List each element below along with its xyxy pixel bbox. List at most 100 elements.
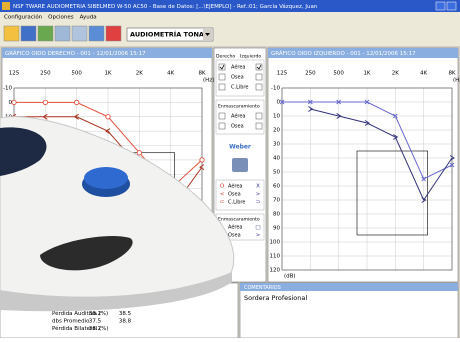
series-line <box>310 108 453 202</box>
results-cell: 38.2 <box>89 326 101 332</box>
maximize-button[interactable] <box>446 1 457 11</box>
point-marker <box>449 162 455 168</box>
point-marker <box>279 99 285 105</box>
point-marker <box>42 99 48 106</box>
x-tick-label: 1K <box>363 71 370 77</box>
point-marker <box>364 120 370 126</box>
checkbox[interactable] <box>255 73 263 81</box>
x-tick-label: 2K <box>136 71 143 77</box>
weber-icon[interactable] <box>232 158 248 172</box>
legend-label: Aérea <box>228 224 243 231</box>
column-header: Derecho <box>216 54 235 60</box>
y-tick-label: 100 <box>270 240 281 246</box>
y-unit: (dB) <box>284 274 296 280</box>
results-row-label: Pérdida Auditiva (%) <box>52 310 108 317</box>
checkbox[interactable] <box>255 83 263 91</box>
legend-label: C.Libre <box>228 200 245 206</box>
masking-label: Osea <box>231 124 244 130</box>
x-tick-label: 250 <box>305 71 316 77</box>
menu-item[interactable]: Ayuda <box>80 15 97 21</box>
point-marker <box>105 128 111 135</box>
checkbox[interactable] <box>218 122 226 130</box>
y-tick-label: 10 <box>273 114 280 120</box>
y-tick-label: 40 <box>273 156 280 162</box>
x-unit: (Hz) <box>203 78 214 84</box>
comments-title: COMENTARIOS <box>244 285 281 291</box>
app-icon <box>2 2 10 10</box>
device-edge <box>0 272 232 312</box>
plot-frame <box>281 87 453 271</box>
legend-symbol: < <box>220 192 225 198</box>
results-row-label: Pérdida Bilateral (%) <box>52 325 108 332</box>
track-label: Aérea <box>231 64 246 71</box>
legend-label: Osea <box>228 233 241 239</box>
y-tick-label: 0 <box>9 100 13 106</box>
x-tick-label: 250 <box>40 71 51 77</box>
point-marker <box>105 114 111 120</box>
menu-bar <box>0 12 460 22</box>
checkbox[interactable] <box>218 112 226 120</box>
device-slot <box>40 235 133 271</box>
point-marker <box>136 150 142 156</box>
point-marker <box>199 157 205 163</box>
tool-button[interactable] <box>54 25 71 42</box>
title-bar <box>0 0 460 12</box>
point-marker <box>392 113 398 119</box>
mode-value: AUDIOMETRÍA TONAL <box>130 30 208 39</box>
point-marker <box>421 176 427 182</box>
point-marker <box>199 164 205 171</box>
group-title: Enmascaramiento <box>218 104 260 110</box>
point-marker <box>74 99 80 106</box>
window-title: NSF TWARE AUDIOMETRIA SIBELMED W-50 AC50… <box>13 3 318 10</box>
checkbox[interactable] <box>218 63 226 71</box>
menu-item[interactable]: Opciones <box>48 15 74 21</box>
comments-panel <box>239 282 459 339</box>
legend-label: Aérea <box>228 183 243 190</box>
checkbox[interactable] <box>218 83 226 91</box>
point-marker <box>308 106 314 112</box>
results-cell: 37.5 <box>89 319 102 325</box>
weber-label: Weber <box>229 144 251 151</box>
y-tick-label: 30 <box>273 142 280 148</box>
y-tick-label: 70 <box>273 198 280 204</box>
mode-dropdown[interactable] <box>126 27 214 42</box>
menu-item[interactable]: Configuración <box>4 14 43 21</box>
tool-button[interactable] <box>71 25 88 42</box>
device-knob <box>84 167 128 189</box>
checkbox[interactable] <box>255 112 263 120</box>
track-label: Osea <box>231 75 244 81</box>
point-marker <box>364 99 370 105</box>
legend-symbol: O <box>220 184 225 190</box>
comments-text: Sordera Profesional <box>244 294 307 302</box>
point-marker <box>42 113 48 120</box>
point-marker <box>336 99 342 105</box>
x-tick-label: 8K <box>198 71 205 77</box>
check-mark <box>219 64 225 70</box>
minimize-button[interactable] <box>435 1 446 11</box>
x-tick-label: 125 <box>9 71 20 77</box>
speech-area <box>356 150 428 236</box>
legend-symbol: □ <box>255 225 260 231</box>
tool-button[interactable] <box>105 25 122 42</box>
device-screen <box>0 127 47 176</box>
y-tick-label: -10 <box>271 86 280 92</box>
tool-button[interactable] <box>20 25 37 42</box>
x-tick-label: 500 <box>333 71 344 77</box>
legend-symbol: ⊃ <box>256 200 261 206</box>
point-marker <box>449 155 455 161</box>
checkbox[interactable] <box>255 122 263 130</box>
tool-button[interactable] <box>37 25 54 42</box>
column-header: Izquierdo <box>240 54 261 60</box>
chart-title: GRÁFICO OIDO IZQUIERDO - 001 - 12/01/200… <box>271 50 416 57</box>
x-tick-label: 125 <box>277 71 288 77</box>
tool-button[interactable] <box>88 25 105 42</box>
checkbox[interactable] <box>218 73 226 81</box>
group-box <box>215 179 265 211</box>
tool-button[interactable] <box>3 25 20 42</box>
chart-header <box>2 48 212 58</box>
checkbox[interactable] <box>255 63 263 71</box>
group-box <box>215 99 265 135</box>
results-row-label: dbs Promedio <box>52 319 90 325</box>
y-tick-label: 50 <box>273 170 280 176</box>
